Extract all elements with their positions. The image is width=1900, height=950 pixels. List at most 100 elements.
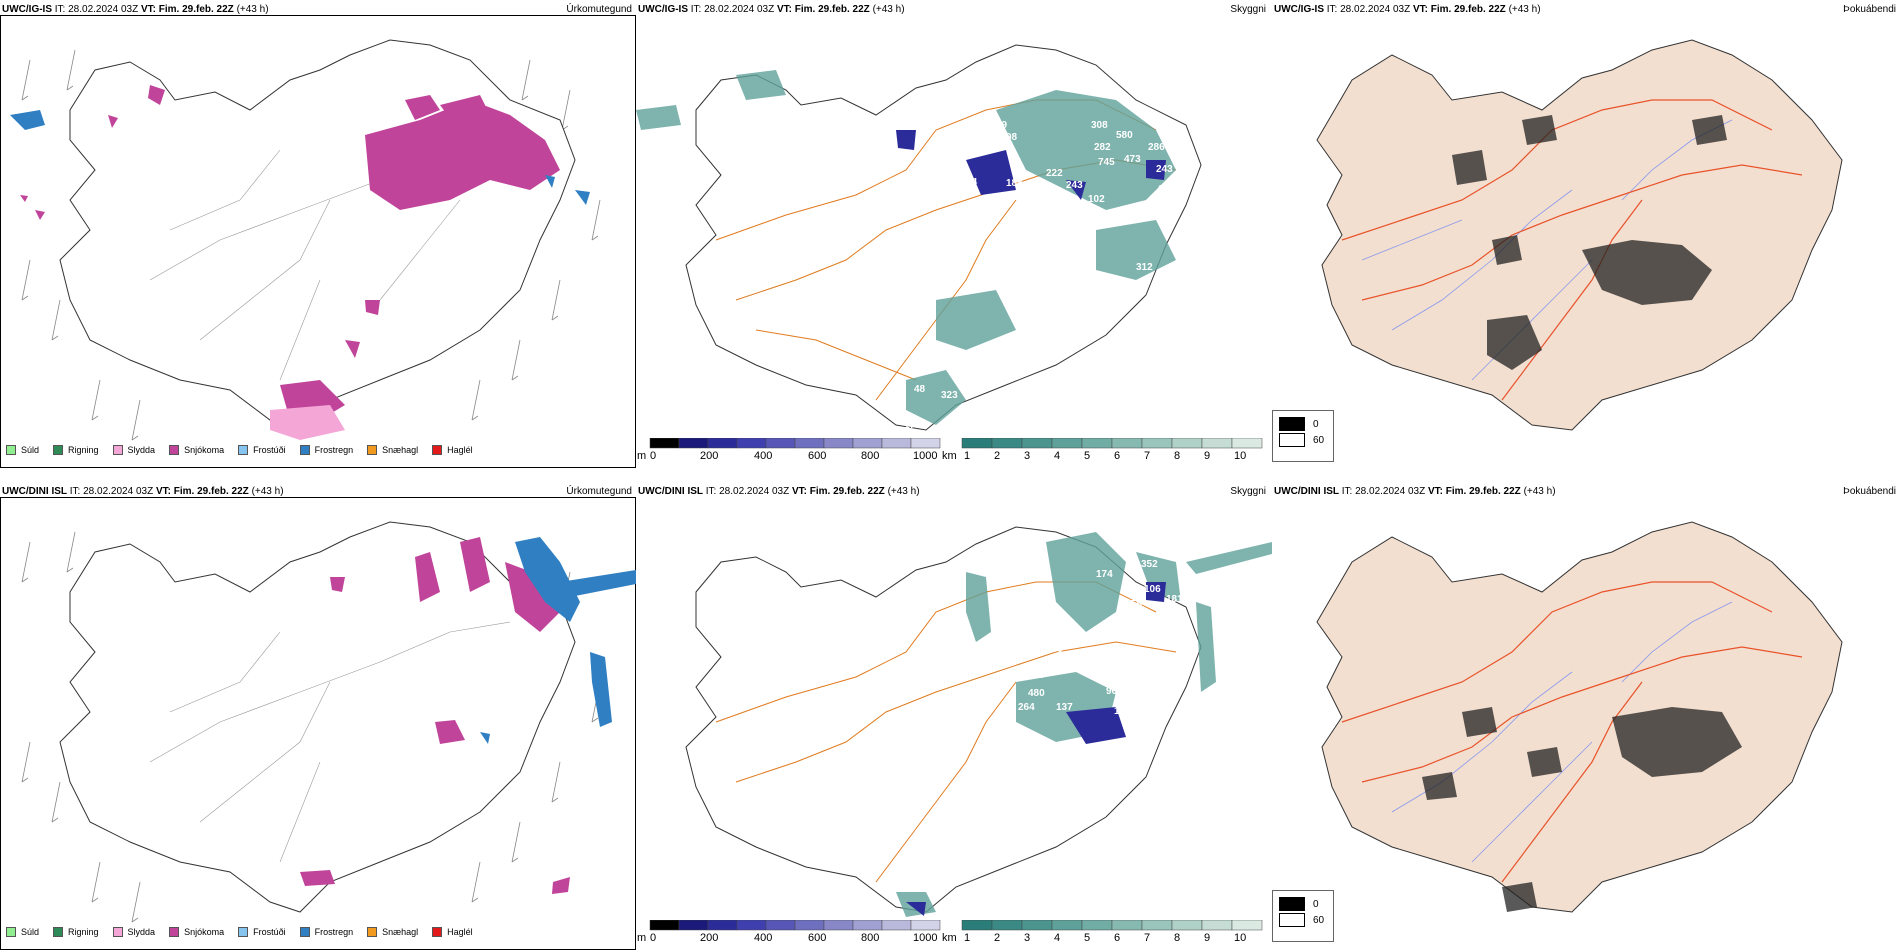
legend-label: Rigning <box>68 927 99 937</box>
panel-title: Þokuábendi <box>1843 4 1896 15</box>
vis-label: 330 <box>1056 194 1073 205</box>
model-name: UWC/DINI ISL <box>638 486 703 497</box>
vis-label: 308 <box>1091 120 1108 131</box>
km-tick: 10 <box>1234 932 1247 944</box>
m-tick: 1000 <box>913 450 938 462</box>
vis-label: 352 <box>1141 559 1158 570</box>
colorbar-swatch <box>765 438 796 449</box>
it-label: IT: <box>690 4 702 15</box>
legend-swatch <box>112 927 123 937</box>
vt-label: VT: <box>140 4 156 15</box>
vis-label: 155 <box>948 246 965 257</box>
colorbar-swatch <box>794 438 825 449</box>
legend-item: Frostregn <box>299 927 354 937</box>
legend-item: Snæhagl <box>367 445 418 455</box>
it-value: 28.02.2024 03Z <box>83 486 154 497</box>
fog-map <box>1316 39 1843 431</box>
model-name: UWC/IG-IS <box>1274 4 1324 15</box>
model-name: UWC/IG-IS <box>638 4 688 15</box>
panel-title: Skyggni <box>1230 4 1266 15</box>
panel-header: UWC/DINI ISL IT: 28.02.2024 03Z VT: Fim.… <box>2 486 284 497</box>
legend-swatch <box>6 927 16 937</box>
road-network <box>149 621 511 863</box>
colorbar-swatch <box>1111 438 1143 449</box>
legend-label: Frostregn <box>314 927 354 937</box>
fog-map <box>1316 521 1843 913</box>
legend-swatch <box>169 445 180 455</box>
colorbar-swatch <box>1081 920 1113 931</box>
precip-legend: Súld Rigning Slydda Snjókoma Frostúði Fr… <box>6 445 473 455</box>
km-tick: 1 <box>964 932 971 944</box>
legend-label: Snjókoma <box>184 927 225 937</box>
lead-time: (+43 h) <box>887 486 920 497</box>
legend-label: Frostregn <box>314 445 354 455</box>
road-network <box>149 139 511 381</box>
legend-swatch <box>53 927 64 937</box>
it-label: IT: <box>69 486 81 497</box>
fog-panel-top: UWC/IG-IS IT: 28.02.2024 03Z VT: Fim. 29… <box>1272 0 1900 468</box>
legend-label: Rigning <box>68 445 99 455</box>
legend-item: Haglél <box>432 445 473 455</box>
colorbar-swatch <box>1201 920 1233 931</box>
legend-item: Slydda <box>112 445 156 455</box>
vis-label: 473 <box>1124 154 1141 165</box>
vis-label: 174 <box>904 420 921 431</box>
legend-swatch <box>432 445 443 455</box>
colorbar-swatch <box>852 438 883 449</box>
km-tick: 8 <box>1174 932 1181 944</box>
colorbar-swatch <box>765 920 796 931</box>
legend-swatch <box>238 927 249 937</box>
visibility-value-labels: 174 352 106 56 181 323 250 210 480 264 1… <box>898 559 1183 882</box>
model-name: UWC/DINI ISL <box>2 486 67 497</box>
km-scale-ticks: km 1 2 3 4 5 6 7 8 9 10 <box>942 450 1272 464</box>
km-scale-colors <box>961 920 1263 931</box>
km-unit-label: km <box>942 450 957 462</box>
visibility-shading <box>636 70 1176 425</box>
legend-label: Haglél <box>447 927 473 937</box>
vis-label: 174 <box>1096 569 1113 580</box>
vis-label: 312 <box>1136 262 1153 273</box>
precip-legend: Súld Rigning Slydda Snjókoma Frostúði Fr… <box>6 927 473 937</box>
legend-swatch <box>53 445 64 455</box>
colorbar-swatch <box>1141 438 1173 449</box>
it-label: IT: <box>705 486 717 497</box>
km-tick: 4 <box>1054 932 1061 944</box>
colorbar-swatch <box>649 438 680 449</box>
fog-shading <box>1452 115 1727 370</box>
fog-legend-row: 0 <box>1279 897 1327 911</box>
colorbar-swatch <box>1201 438 1233 449</box>
km-tick: 2 <box>994 450 1001 462</box>
fog-legend-swatch <box>1279 433 1305 447</box>
fog-legend: 0 60 <box>1272 410 1334 462</box>
panel-header: UWC/DINI ISL IT: 28.02.2024 03Z VT: Fim.… <box>638 486 920 497</box>
panel-title: Úrkomutegund <box>566 4 632 15</box>
km-unit-label: km <box>942 932 957 944</box>
m-tick: 200 <box>700 450 719 462</box>
m-tick: 0 <box>650 450 657 462</box>
m-tick: 600 <box>808 932 827 944</box>
legend-swatch <box>367 927 378 937</box>
legend-label: Slydda <box>127 445 156 455</box>
vis-label: 210 <box>1028 670 1045 681</box>
vis-label: 580 <box>1116 130 1133 141</box>
precip-type-map <box>21 521 636 923</box>
m-tick: 400 <box>754 450 773 462</box>
vis-label: 106 <box>1144 584 1161 595</box>
vt-value: Fim. 29.feb. 22Z <box>1430 4 1506 15</box>
colorbar-swatch <box>823 438 854 449</box>
legend-swatch <box>299 445 310 455</box>
legend-item: Haglél <box>432 927 473 937</box>
km-tick: 8 <box>1174 450 1181 462</box>
km-tick: 2 <box>994 932 1001 944</box>
it-label: IT: <box>1326 4 1338 15</box>
vis-label: 99 <box>996 120 1008 131</box>
colorbar-swatch <box>1231 438 1263 449</box>
fog-legend-label: 0 <box>1313 418 1319 430</box>
legend-label: Frostúði <box>253 445 286 455</box>
m-scale-ticks: m 0 200 400 600 800 1000 <box>636 450 946 464</box>
vis-label: 282 <box>1094 142 1111 153</box>
panel-header: UWC/DINI ISL IT: 28.02.2024 03Z VT: Fim.… <box>1274 486 1556 497</box>
snow-areas <box>300 537 570 894</box>
colorbar-swatch <box>910 438 941 449</box>
panel-title: Þokuábendi <box>1843 486 1896 497</box>
